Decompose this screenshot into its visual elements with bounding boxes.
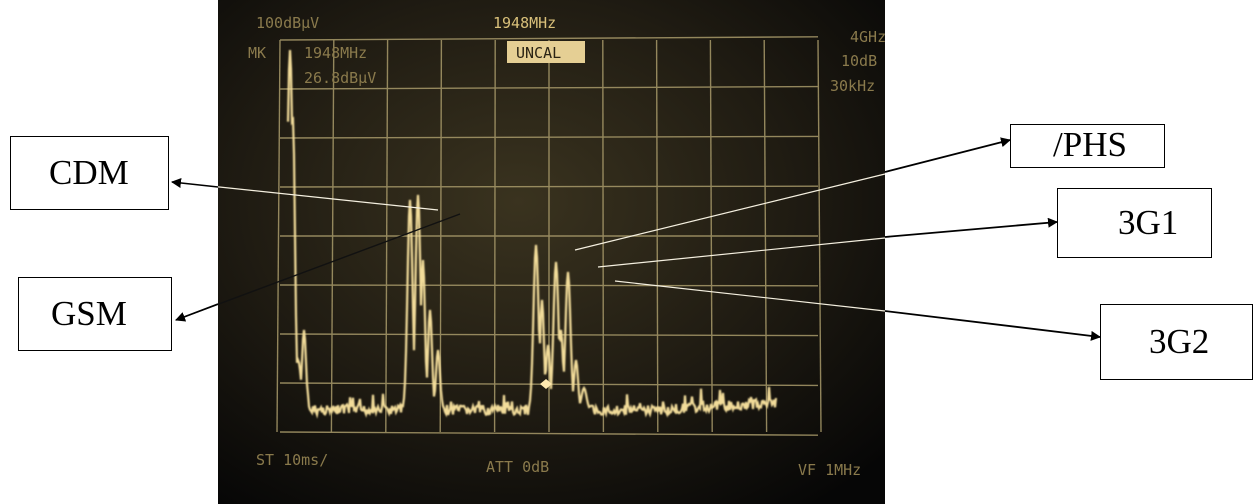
grid-hline [279,185,819,188]
grid-hline [279,431,819,436]
marker-level-text: 26.8dBμV [304,69,376,87]
g3-2-label-box: 3G2 [1100,304,1253,380]
grid-vline [817,39,822,433]
gsm-arrow [175,303,219,322]
cdm-label-box: CDM [10,136,169,210]
grid-hline [279,284,819,287]
analyzer-screen-svg: 100dBμV 1948MHz 4GHz MK 1948MHz 26.8dBμV… [218,0,885,504]
phs-arrow-inner [574,173,886,251]
g3-2-label: 3G2 [1149,322,1210,361]
video-filter-text: VF 1MHz [798,461,861,479]
g3-1-arrow [884,217,1058,238]
marker-freq-text: 1948MHz [304,44,367,62]
marker-label-text: MK [248,44,266,62]
uncal-badge [507,41,585,63]
span-text: 4GHz [850,28,885,46]
marker-diamond-icon [540,379,552,389]
right-setting-1: 10dB [841,52,877,70]
spectrum-trace [286,49,778,419]
gsm-label: GSM [51,294,127,333]
phs-label: /PHS [1053,125,1127,164]
g3-1-arrow-inner [597,237,886,268]
grid-hline [279,36,819,41]
spectrum-analyzer-photo: 100dBμV 1948MHz 4GHz MK 1948MHz 26.8dBμV… [218,0,885,504]
screen-background [218,0,885,504]
grid-hline [279,135,819,139]
phs-arrow [884,137,1011,173]
right-setting-2: 30kHz [830,77,875,95]
g3-1-label: 3G1 [1118,203,1179,242]
grid-vline [276,39,281,433]
cdm-arrow [171,178,219,188]
sweep-time-text: ST 10ms/ [256,451,328,469]
ref-level-text: 100dBμV [256,14,319,32]
gsm-arrow-inner [175,213,461,321]
attenuation-text: ATT 0dB [486,458,549,476]
grid-hline [279,85,819,90]
g3-2-arrow [884,310,1101,341]
g3-1-label-box: 3G1 [1057,188,1212,258]
grid-hline [279,333,819,337]
g3-2-arrow-inner [614,280,886,312]
gsm-label-box: GSM [18,277,172,351]
cdm-label: CDM [49,153,129,192]
center-freq-text: 1948MHz [493,14,556,32]
uncal-text: UNCAL [516,44,561,62]
phs-label-box: /PHS [1010,124,1165,168]
